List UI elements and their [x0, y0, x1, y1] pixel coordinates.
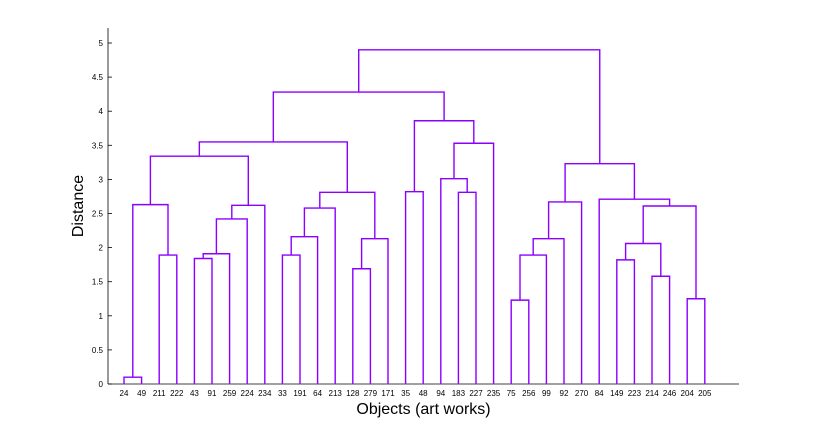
x-tick-label: 224 [241, 389, 255, 398]
x-tick-label: 43 [190, 389, 199, 398]
x-tick-label: 223 [628, 389, 642, 398]
y-tick-label: 4.5 [92, 73, 104, 82]
dendrogram-links [123, 49, 706, 384]
y-tick-label: 0.5 [92, 346, 104, 355]
x-axis-label: Objects (art works) [356, 401, 490, 418]
x-tick-label: 227 [469, 389, 483, 398]
dendrogram-link [281, 254, 301, 384]
y-tick-label: 2.5 [92, 210, 104, 219]
dendrogram-link [149, 155, 249, 206]
dendrogram-link [360, 238, 389, 384]
dendrogram-link [547, 201, 583, 384]
x-tick-label: 205 [698, 389, 712, 398]
dendrogram-link [123, 376, 143, 384]
x-tick-label: 222 [170, 389, 184, 398]
y-axis-label: Distance [70, 175, 87, 237]
x-tick-label: 33 [278, 389, 287, 398]
y-tick-label: 5 [99, 39, 104, 48]
x-tick-label: 94 [436, 389, 445, 398]
dendrogram-link [215, 218, 248, 384]
y-axis-ticks: 0 0.5 1 1.5 2 2.5 3 3.5 4 4.5 5 [92, 39, 112, 389]
x-tick-label: 24 [120, 389, 129, 398]
x-tick-label: 84 [595, 389, 604, 398]
x-tick-label: 149 [610, 389, 624, 398]
dendrogram-link [686, 298, 706, 384]
x-tick-label: 171 [381, 389, 395, 398]
dendrogram-link [303, 207, 336, 384]
x-tick-label: 214 [645, 389, 659, 398]
dendrogram-link [457, 191, 477, 384]
dendrogram-link [651, 275, 671, 384]
x-tick-label: 246 [663, 389, 677, 398]
dendrogram-link [510, 299, 530, 384]
y-tick-label: 1 [99, 312, 104, 321]
dendrogram-link [272, 91, 445, 142]
dendrogram-link [352, 268, 372, 384]
x-tick-label: 128 [346, 389, 360, 398]
plot-area: 0 0.5 1 1.5 2 2.5 3 3.5 4 4.5 5 24 49 211 222 43 91 259 2… [92, 28, 739, 398]
x-tick-label: 213 [329, 389, 343, 398]
y-tick-label: 4 [99, 107, 104, 116]
dendrogram-link [202, 253, 231, 384]
x-tick-label: 35 [401, 389, 410, 398]
dendrogram-link [519, 254, 548, 384]
dendrogram-link [358, 49, 601, 164]
x-tick-label: 99 [542, 389, 551, 398]
y-tick-label: 1.5 [92, 278, 104, 287]
dendrogram-link [132, 203, 169, 378]
x-tick-label: 279 [364, 389, 378, 398]
dendrogram-link [440, 178, 468, 384]
x-tick-label: 234 [258, 389, 272, 398]
x-axis-ticks: 24 49 211 222 43 91 259 224 234 33 191 64 213 128 279 1… [120, 381, 712, 398]
dendrogram-link [158, 254, 178, 384]
dendrogram-link [319, 191, 376, 239]
y-tick-label: 3 [99, 175, 104, 184]
dendrogram-link [193, 257, 213, 384]
y-tick-label: 3.5 [92, 141, 104, 150]
x-tick-label: 270 [575, 389, 589, 398]
x-tick-label: 48 [419, 389, 428, 398]
dendrogram-link [404, 190, 424, 384]
x-tick-label: 91 [208, 389, 217, 398]
x-tick-label: 256 [522, 389, 536, 398]
x-tick-label: 191 [293, 389, 307, 398]
x-tick-label: 211 [153, 389, 166, 398]
x-tick-label: 259 [223, 389, 237, 398]
x-tick-label: 49 [137, 389, 146, 398]
dendrogram-link [532, 238, 565, 384]
x-tick-label: 235 [487, 389, 501, 398]
x-tick-label: 75 [507, 389, 516, 398]
x-tick-label: 183 [452, 389, 466, 398]
dendrogram-link [413, 120, 475, 192]
dendrogram-link [198, 141, 348, 193]
x-tick-label: 204 [681, 389, 695, 398]
x-tick-label: 64 [313, 389, 322, 398]
dendrogram-link [616, 259, 636, 384]
dendrogram-link [290, 235, 319, 384]
dendrogram-link [564, 163, 636, 202]
y-tick-label: 0 [99, 380, 104, 389]
x-tick-label: 92 [560, 389, 569, 398]
y-tick-label: 2 [99, 244, 104, 253]
dendrogram-link [231, 204, 266, 384]
